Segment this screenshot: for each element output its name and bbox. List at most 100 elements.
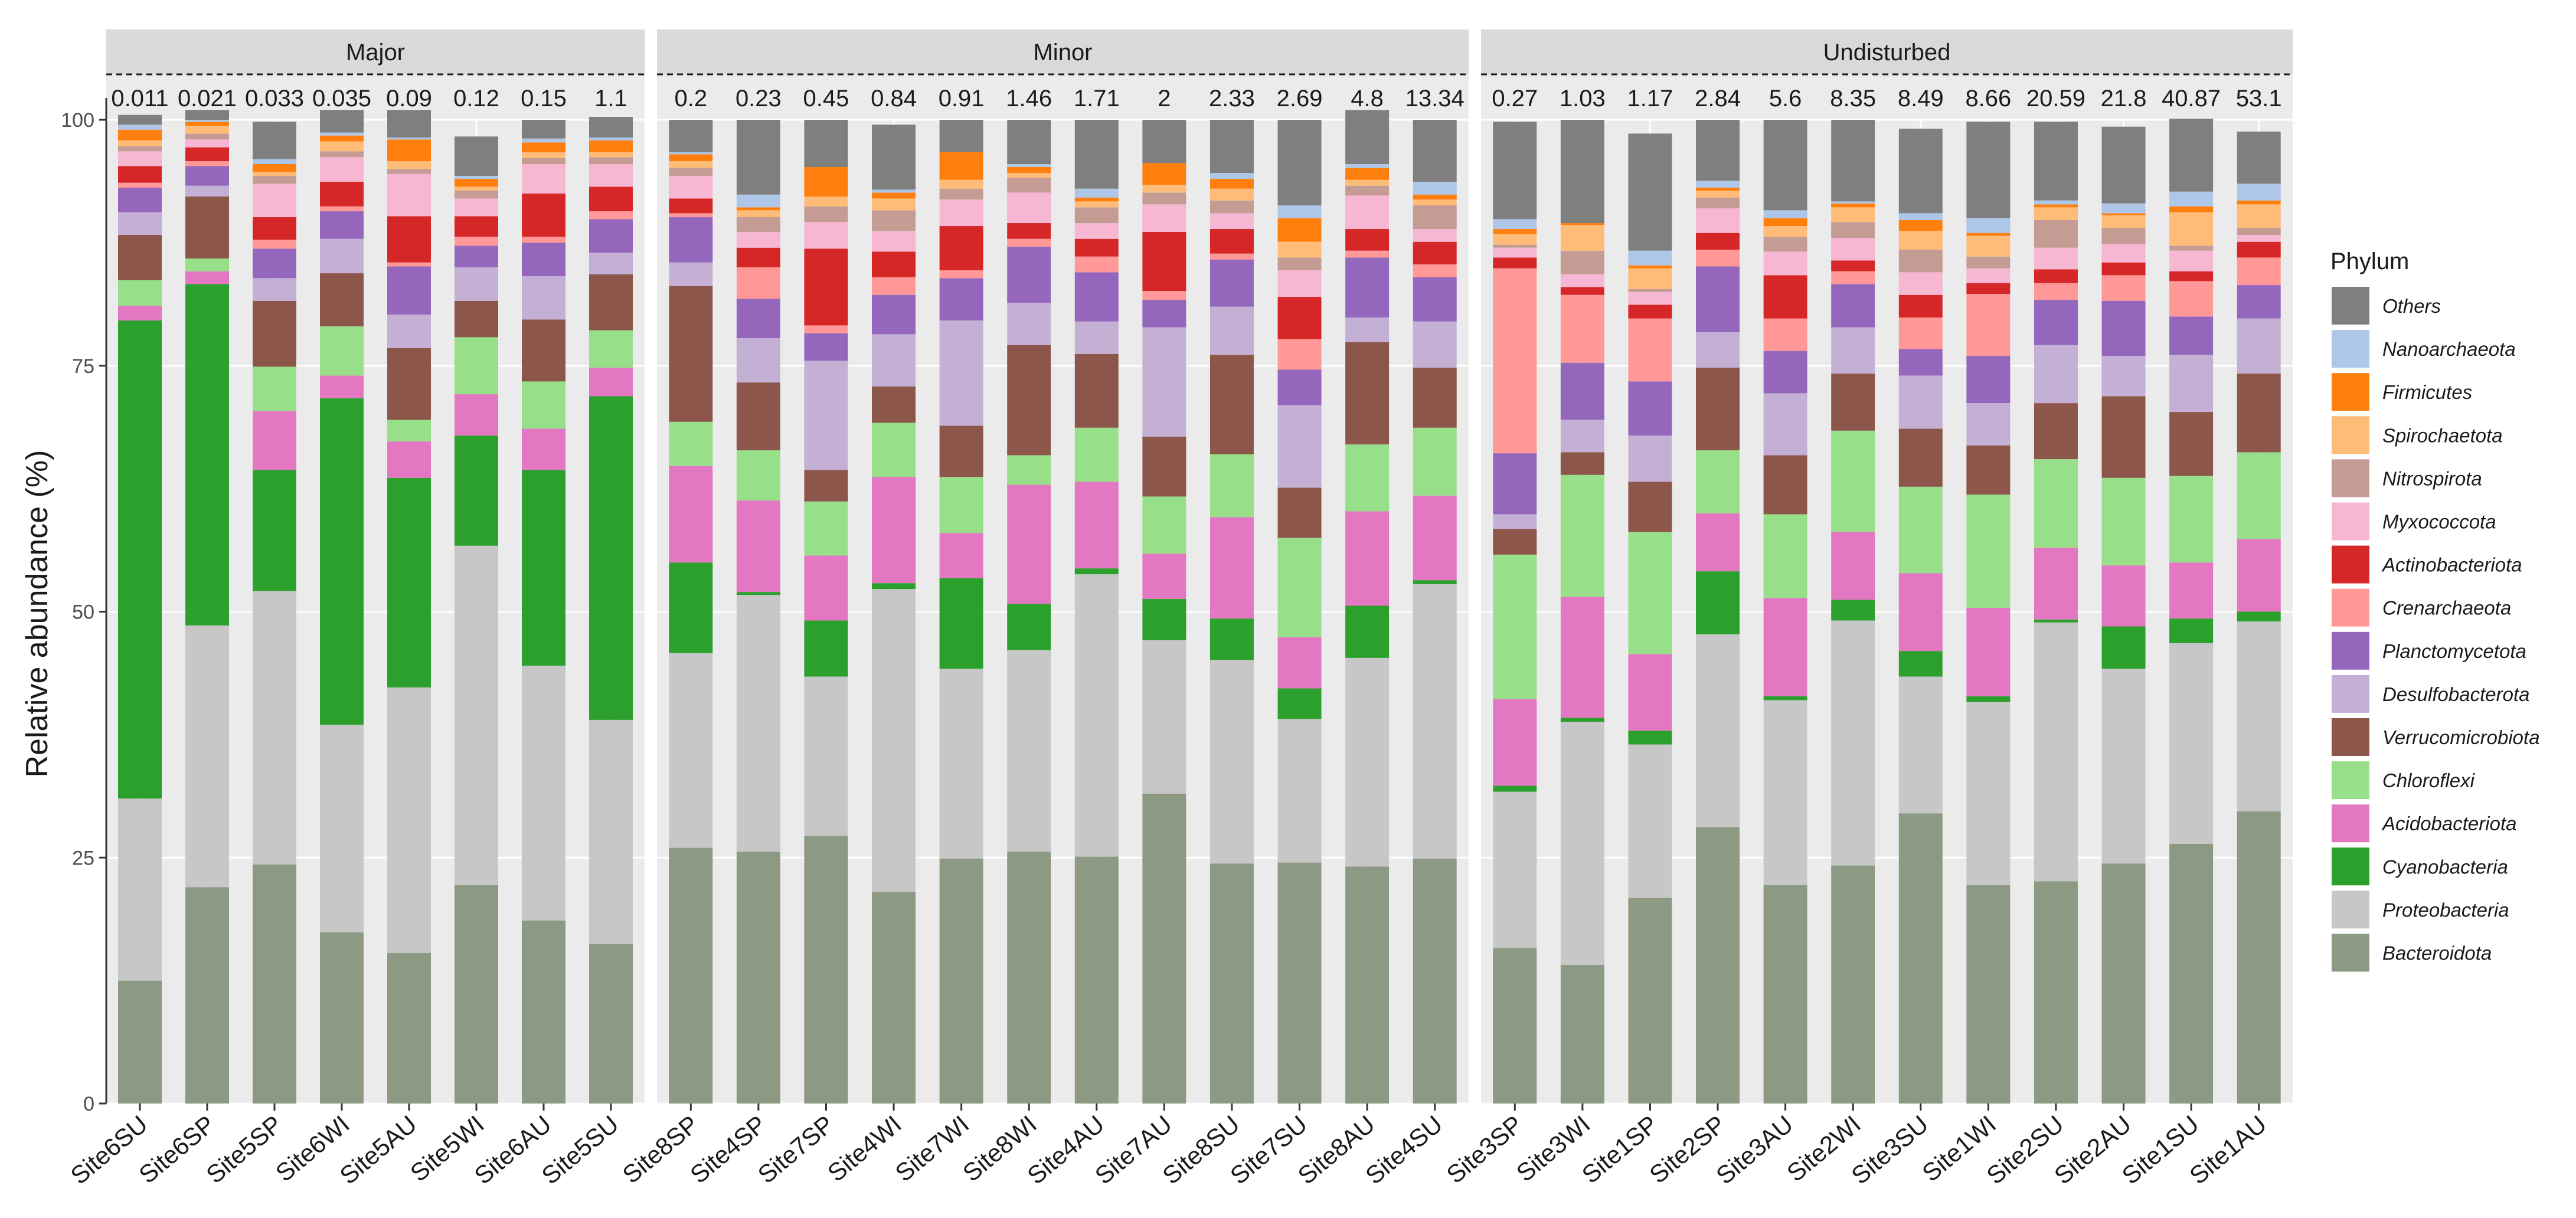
bar-segment-planctomycetota: [669, 217, 713, 263]
bar-segment-myxococcota: [1966, 268, 2011, 283]
bar-segment-proteobacteria: [1142, 640, 1186, 794]
bar-segment-nanoarchaeota: [1007, 164, 1051, 168]
bar-segment-cyanobacteria: [1007, 604, 1051, 650]
bar-segment-verrucomicrobiota: [589, 274, 633, 330]
bar-segment-bacteroidota: [118, 980, 162, 1104]
bar-segment-others: [253, 122, 296, 159]
bar-segment-actinobacteriota: [2101, 262, 2146, 276]
bar-segment-myxococcota: [1277, 270, 1322, 297]
bar-Site4WI: [872, 125, 916, 1104]
bar-segment-cyanobacteria: [1628, 731, 1672, 745]
bar-segment-myxococcota: [1074, 223, 1119, 239]
bar-segment-verrucomicrobiota: [455, 300, 498, 338]
bar-segment-chloroflexi: [185, 258, 229, 271]
bar-segment-planctomycetota: [1142, 300, 1186, 328]
bar-segment-verrucomicrobiota: [1007, 345, 1051, 456]
bar-Site2WI: [1831, 120, 1875, 1104]
bar-segment-proteobacteria: [669, 653, 713, 848]
panel-strip: [1481, 30, 2293, 74]
bar-segment-others: [455, 136, 498, 176]
bar-segment-verrucomicrobiota: [320, 273, 364, 327]
x-tick-label: Site4SU: [1360, 1110, 1447, 1190]
bar-segment-actinobacteriota: [522, 194, 565, 237]
bar-segment-myxococcota: [669, 176, 713, 199]
legend-label: Chloroflexi: [2382, 770, 2476, 791]
bar-segment-crenarchaeota: [1628, 318, 1672, 382]
sample-value-label: 8.49: [1898, 86, 1944, 112]
bar-segment-myxococcota: [522, 164, 565, 194]
bar-segment-bacteroidota: [320, 932, 364, 1104]
sample-value-label: 0.15: [521, 86, 567, 112]
x-tick-label: Site1SP: [1577, 1110, 1663, 1189]
bar-segment-nanoarchaeota: [1493, 219, 1537, 230]
bar-segment-myxococcota: [320, 157, 364, 182]
legend-key: [2332, 675, 2369, 713]
bar-segment-desulfobacterota: [1007, 303, 1051, 345]
bar-Site2AU: [2101, 126, 2146, 1104]
bar-segment-nitrospirota: [1007, 178, 1051, 193]
bar-segment-cyanobacteria: [872, 583, 916, 590]
bar-segment-acidobacteriota: [1628, 654, 1672, 731]
bar-segment-nanoarchaeota: [669, 152, 713, 155]
panel-strip: [657, 30, 1469, 74]
x-tick-label: Site2AU: [2049, 1110, 2136, 1190]
legend-item: Crenarchaeota: [2332, 588, 2511, 627]
bar-segment-others: [2101, 126, 2146, 204]
bar-segment-firmicutes: [1413, 194, 1457, 200]
bar-segment-nitrospirota: [2169, 245, 2214, 251]
bar-Site8WI: [1007, 120, 1051, 1104]
legend-key: [2332, 588, 2369, 627]
bar-segment-chloroflexi: [1413, 427, 1457, 496]
bar-segment-bacteroidota: [589, 944, 633, 1104]
bar-segment-acidobacteriota: [253, 411, 296, 470]
bar-segment-actinobacteriota: [1763, 275, 1807, 319]
bar-segment-crenarchaeota: [736, 267, 780, 299]
bar-segment-nanoarchaeota: [522, 138, 565, 143]
panel-background: [1481, 74, 2293, 1104]
bar-segment-acidobacteriota: [455, 394, 498, 436]
bar-segment-desulfobacterota: [1560, 420, 1604, 453]
bar-segment-nanoarchaeota: [1413, 182, 1457, 195]
bar-segment-actinobacteriota: [1628, 304, 1672, 319]
bar-segment-verrucomicrobiota: [253, 300, 296, 367]
bar-segment-nitrospirota: [320, 151, 364, 158]
bar-segment-others: [1493, 122, 1537, 220]
bar-segment-verrucomicrobiota: [2169, 412, 2214, 476]
bar-segment-spirochaetota: [1898, 231, 1943, 250]
bar-Site2SP: [1696, 120, 1740, 1104]
legend-key: [2332, 502, 2369, 541]
bar-segment-cyanobacteria: [669, 562, 713, 653]
bar-segment-bacteroidota: [455, 885, 498, 1104]
bar-segment-bacteroidota: [1898, 813, 1943, 1104]
bar-segment-crenarchaeota: [1277, 339, 1322, 370]
bar-segment-firmicutes: [1898, 220, 1943, 231]
bar-segment-acidobacteriota: [185, 271, 229, 284]
bar-segment-nitrospirota: [185, 133, 229, 140]
bar-segment-planctomycetota: [2237, 285, 2281, 319]
bar-segment-nanoarchaeota: [1074, 188, 1119, 198]
bar-segment-desulfobacterota: [455, 267, 498, 301]
legend-label: Nanoarchaeota: [2382, 338, 2516, 360]
bar-segment-verrucomicrobiota: [1074, 353, 1119, 428]
bar-segment-crenarchaeota: [1696, 250, 1740, 267]
bar-segment-bacteroidota: [1074, 856, 1119, 1104]
bar-segment-actinobacteriota: [804, 248, 848, 326]
bar-segment-crenarchaeota: [185, 161, 229, 166]
bar-segment-verrucomicrobiota: [185, 197, 229, 259]
bar-segment-spirochaetota: [589, 152, 633, 158]
bar-segment-cyanobacteria: [1560, 718, 1604, 722]
bar-segment-chloroflexi: [872, 423, 916, 477]
bar-segment-actinobacteriota: [589, 186, 633, 212]
bar-segment-cyanobacteria: [1277, 688, 1322, 719]
bar-segment-spirochaetota: [1560, 225, 1604, 251]
bar-Site6WI: [320, 110, 364, 1104]
bar-segment-cyanobacteria: [804, 620, 848, 677]
bar-Site6SP: [185, 110, 229, 1104]
bar-segment-planctomycetota: [1966, 356, 2011, 404]
bar-segment-chloroflexi: [1696, 450, 1740, 513]
bar-segment-bacteroidota: [1277, 862, 1322, 1104]
bar-segment-desulfobacterota: [1142, 327, 1186, 437]
bar-Site8AU: [1345, 110, 1390, 1104]
y-tick-label: 25: [72, 847, 94, 869]
sample-value-label: 1.03: [1560, 86, 1606, 112]
